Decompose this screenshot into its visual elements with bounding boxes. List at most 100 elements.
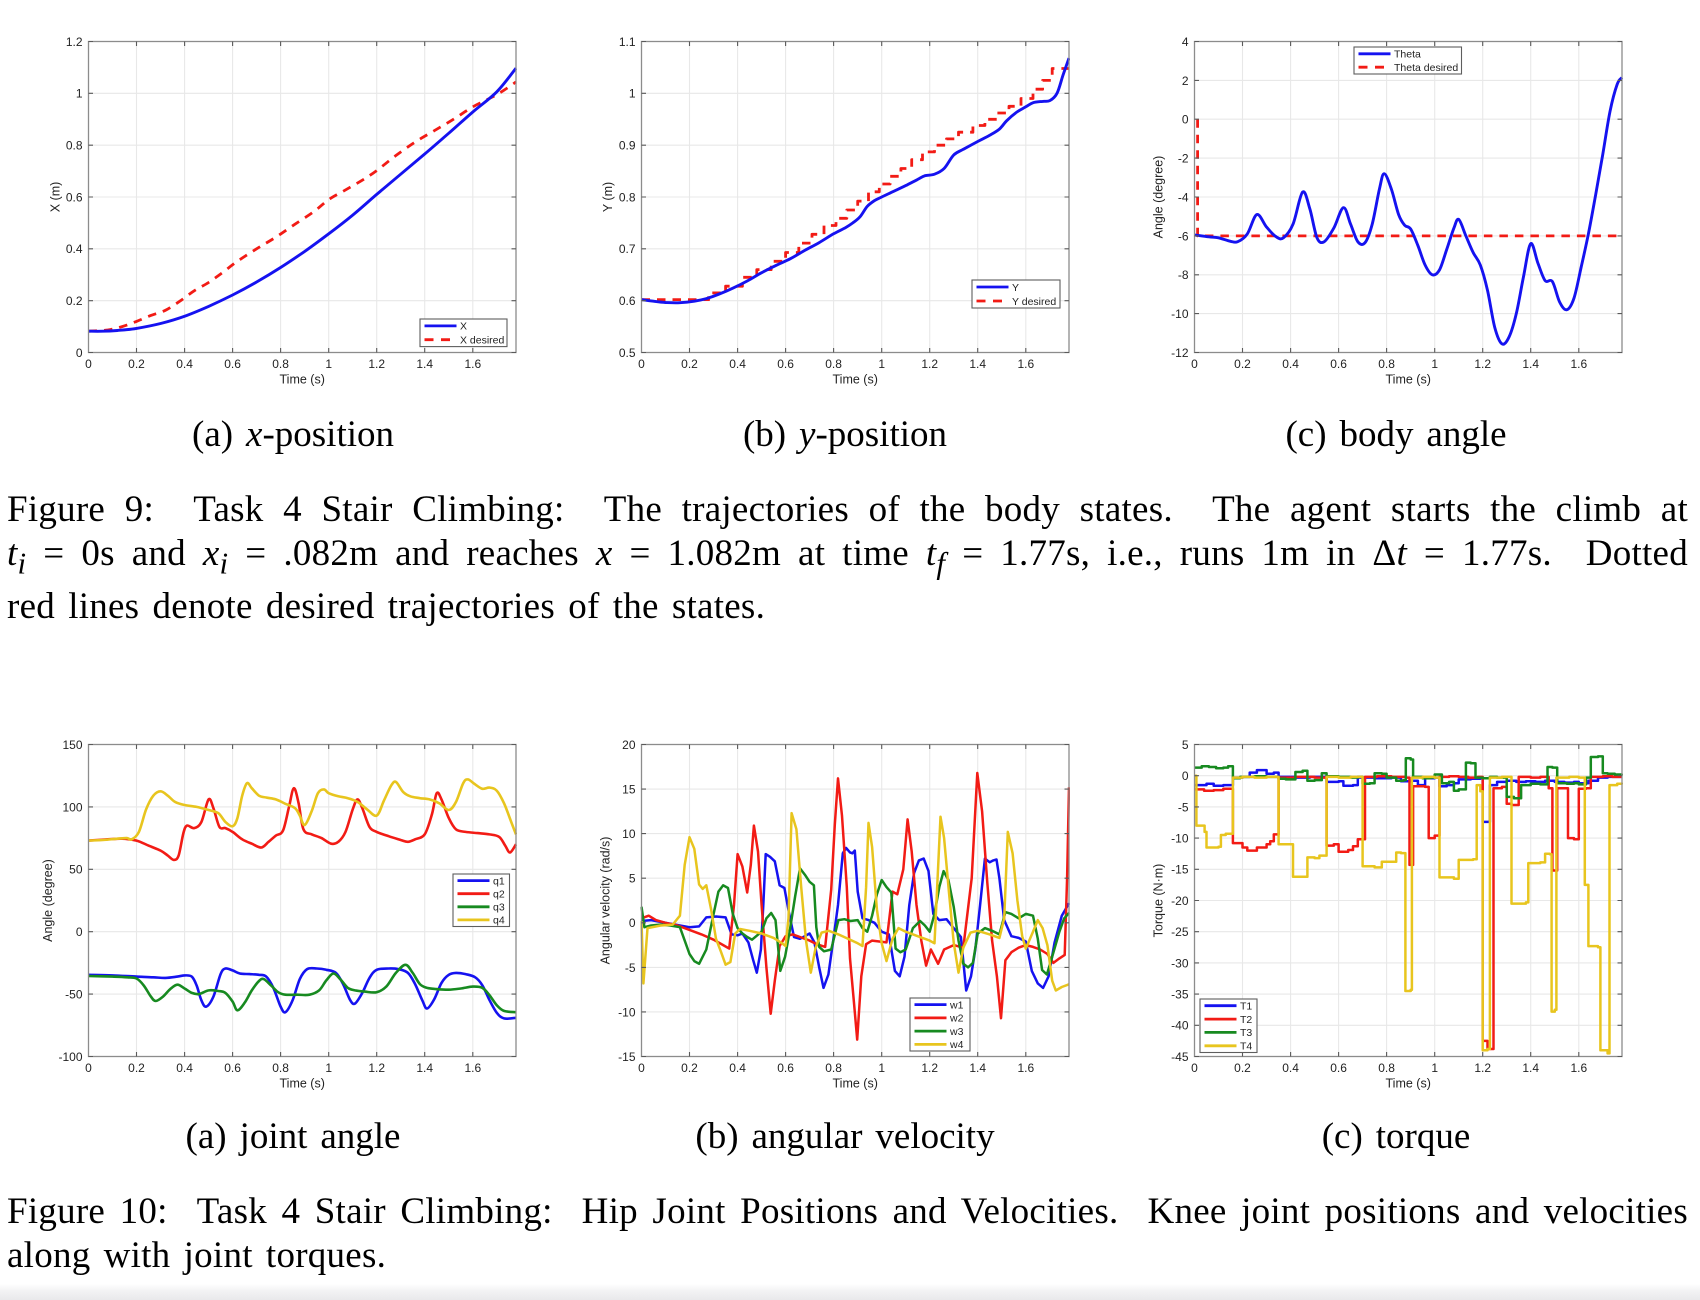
svg-text:0.6: 0.6	[1330, 357, 1347, 371]
svg-text:1: 1	[1431, 1061, 1438, 1075]
svg-text:0.2: 0.2	[128, 1061, 145, 1075]
svg-text:-5: -5	[1178, 800, 1189, 814]
svg-text:1: 1	[629, 87, 636, 101]
svg-text:0.7: 0.7	[619, 242, 636, 256]
svg-text:X: X	[460, 321, 467, 333]
svg-text:0.4: 0.4	[176, 1061, 193, 1075]
svg-text:Time (s): Time (s)	[833, 372, 878, 386]
svg-text:1.1: 1.1	[619, 35, 636, 49]
svg-text:-5: -5	[625, 961, 636, 975]
svg-text:-30: -30	[1171, 956, 1189, 970]
svg-text:0.6: 0.6	[1330, 1061, 1347, 1075]
svg-text:0.9: 0.9	[619, 139, 636, 153]
svg-text:Y desired: Y desired	[1012, 296, 1056, 308]
svg-text:Torque (N·m): Torque (N·m)	[1152, 864, 1166, 938]
svg-text:1.4: 1.4	[416, 357, 433, 371]
svg-text:1.2: 1.2	[1474, 1061, 1491, 1075]
svg-text:0.8: 0.8	[825, 357, 842, 371]
svg-text:-2: -2	[1178, 152, 1189, 166]
svg-text:150: 150	[62, 738, 82, 752]
svg-text:q4: q4	[493, 915, 505, 927]
svg-text:0: 0	[638, 1061, 645, 1075]
svg-text:0: 0	[85, 357, 92, 371]
svg-text:0: 0	[76, 925, 83, 939]
svg-text:1.2: 1.2	[368, 1061, 385, 1075]
svg-text:Theta desired: Theta desired	[1394, 62, 1458, 74]
svg-text:-10: -10	[1171, 307, 1189, 321]
svg-text:Time (s): Time (s)	[1386, 372, 1431, 386]
svg-text:0.8: 0.8	[1378, 357, 1395, 371]
svg-text:1: 1	[1431, 357, 1438, 371]
svg-text:w4: w4	[949, 1039, 964, 1051]
svg-text:1.2: 1.2	[1474, 357, 1491, 371]
svg-text:0.2: 0.2	[681, 1061, 698, 1075]
svg-text:-4: -4	[1178, 190, 1189, 204]
svg-text:0: 0	[85, 1061, 92, 1075]
svg-text:0: 0	[638, 357, 645, 371]
svg-text:50: 50	[69, 863, 83, 877]
svg-text:Y (m): Y (m)	[601, 182, 615, 212]
svg-text:0.2: 0.2	[128, 357, 145, 371]
svg-text:Time (s): Time (s)	[1386, 1076, 1431, 1090]
svg-text:-10: -10	[618, 1005, 636, 1019]
svg-text:0: 0	[1191, 357, 1198, 371]
svg-text:q1: q1	[493, 875, 505, 887]
svg-text:T3: T3	[1240, 1027, 1252, 1039]
svg-text:1: 1	[325, 357, 332, 371]
svg-text:5: 5	[629, 872, 636, 886]
svg-text:1: 1	[76, 87, 83, 101]
svg-text:0.4: 0.4	[176, 357, 193, 371]
svg-text:-6: -6	[1178, 229, 1189, 243]
svg-text:0.2: 0.2	[681, 357, 698, 371]
svg-text:1.2: 1.2	[66, 35, 83, 49]
svg-text:0.8: 0.8	[619, 190, 636, 204]
svg-text:0.4: 0.4	[66, 242, 83, 256]
svg-text:0: 0	[1191, 1061, 1198, 1075]
svg-text:0.8: 0.8	[1378, 1061, 1395, 1075]
svg-text:1.4: 1.4	[1522, 1061, 1539, 1075]
svg-text:1.6: 1.6	[1017, 357, 1034, 371]
svg-text:w3: w3	[949, 1026, 964, 1038]
svg-text:0: 0	[76, 346, 83, 360]
svg-text:1.6: 1.6	[464, 1061, 481, 1075]
svg-text:1.6: 1.6	[1570, 357, 1587, 371]
svg-text:Time (s): Time (s)	[833, 1076, 878, 1090]
svg-text:-10: -10	[1171, 832, 1189, 846]
svg-text:w1: w1	[949, 999, 964, 1011]
svg-text:-12: -12	[1171, 346, 1189, 360]
svg-text:0.6: 0.6	[224, 1061, 241, 1075]
svg-text:1.4: 1.4	[969, 1061, 986, 1075]
svg-text:0.4: 0.4	[1282, 1061, 1299, 1075]
svg-text:15: 15	[622, 783, 636, 797]
svg-text:-25: -25	[1171, 925, 1189, 939]
svg-text:-35: -35	[1171, 988, 1189, 1002]
svg-text:q3: q3	[493, 902, 505, 914]
svg-text:1.2: 1.2	[921, 357, 938, 371]
svg-text:0.6: 0.6	[777, 1061, 794, 1075]
svg-text:-45: -45	[1171, 1050, 1189, 1064]
svg-text:0.8: 0.8	[66, 139, 83, 153]
svg-text:Theta: Theta	[1394, 49, 1421, 61]
svg-text:0.4: 0.4	[729, 357, 746, 371]
svg-text:1.4: 1.4	[1522, 357, 1539, 371]
svg-text:1.6: 1.6	[1017, 1061, 1034, 1075]
svg-text:0.2: 0.2	[1234, 1061, 1251, 1075]
svg-text:10: 10	[622, 827, 636, 841]
svg-text:X desired: X desired	[460, 335, 505, 347]
svg-text:1: 1	[878, 357, 885, 371]
svg-text:0.4: 0.4	[729, 1061, 746, 1075]
svg-text:0.2: 0.2	[66, 294, 83, 308]
svg-text:-40: -40	[1171, 1019, 1189, 1033]
svg-text:-15: -15	[1171, 863, 1189, 877]
svg-text:1.2: 1.2	[921, 1061, 938, 1075]
svg-text:1.4: 1.4	[416, 1061, 433, 1075]
svg-text:1.6: 1.6	[1570, 1061, 1587, 1075]
svg-text:X (m): X (m)	[49, 182, 63, 213]
svg-text:Time (s): Time (s)	[280, 1076, 325, 1090]
svg-text:0: 0	[1182, 769, 1189, 783]
svg-text:0.8: 0.8	[825, 1061, 842, 1075]
svg-text:-20: -20	[1171, 894, 1189, 908]
svg-text:0.6: 0.6	[777, 357, 794, 371]
svg-text:4: 4	[1182, 35, 1189, 49]
svg-text:0.8: 0.8	[272, 1061, 289, 1075]
